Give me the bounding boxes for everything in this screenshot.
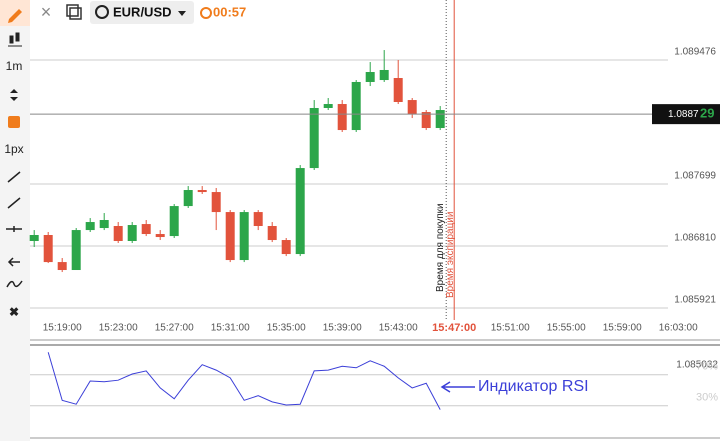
interval[interactable]: 1m bbox=[6, 59, 23, 73]
candle-body bbox=[197, 190, 207, 193]
candle-body bbox=[421, 112, 431, 129]
candle-body bbox=[435, 110, 445, 129]
x-tick-label: 15:31:00 bbox=[211, 323, 250, 334]
symbol-select[interactable] bbox=[90, 1, 194, 24]
candle-body bbox=[71, 230, 81, 271]
timer: 00:57 bbox=[213, 4, 246, 19]
candles-icon[interactable] bbox=[8, 32, 22, 47]
candle-body bbox=[99, 220, 109, 229]
rsi-level-label: 30% bbox=[696, 392, 718, 404]
expiration-label: Время экспирации bbox=[445, 212, 456, 298]
candle-body bbox=[323, 104, 333, 108]
candle-body bbox=[365, 72, 375, 82]
candle-body bbox=[225, 212, 235, 261]
symbol[interactable]: EUR/USD bbox=[113, 4, 172, 19]
candle-body bbox=[127, 225, 137, 242]
candle-body bbox=[253, 212, 263, 227]
dropdown-arrow bbox=[178, 11, 186, 16]
candle-body bbox=[141, 224, 151, 235]
candle-body bbox=[309, 107, 319, 169]
y-tick-label: 1.086810 bbox=[674, 233, 716, 244]
countdown: 29 bbox=[700, 106, 714, 121]
candle-body bbox=[239, 212, 249, 261]
y-tick-label: 1.089476 bbox=[674, 47, 716, 58]
x-tick-label: 15:23:00 bbox=[99, 323, 138, 334]
x-tick-label: 15:47:00 bbox=[432, 322, 476, 334]
candle-body bbox=[295, 168, 305, 255]
sidebar bbox=[0, 0, 30, 441]
rsi-price-label: 1.085032 bbox=[676, 360, 718, 371]
rsi-label: Индикатор RSI bbox=[478, 378, 589, 395]
candle-body bbox=[351, 81, 361, 131]
x-tick-label: 15:51:00 bbox=[491, 323, 530, 334]
candle-body bbox=[113, 226, 123, 242]
candle-body bbox=[29, 235, 39, 242]
purchase-label: Время для покупки bbox=[435, 203, 446, 292]
candle-body bbox=[183, 190, 193, 207]
timer-icon bbox=[200, 7, 212, 19]
candle-body bbox=[155, 234, 165, 238]
candle-body bbox=[379, 69, 389, 81]
candle-body bbox=[169, 206, 179, 237]
x-tick-label: 15:27:00 bbox=[155, 323, 194, 334]
draw-tools[interactable] bbox=[6, 171, 23, 288]
x-tick-label: 15:55:00 bbox=[547, 323, 586, 334]
candle-body bbox=[85, 222, 95, 231]
pencil-icon[interactable] bbox=[8, 9, 22, 23]
updown-icon[interactable] bbox=[10, 89, 18, 101]
delete-tool[interactable]: ✖ bbox=[9, 305, 19, 319]
candle-body bbox=[337, 104, 347, 131]
line-width[interactable]: 1px bbox=[4, 142, 23, 156]
candle-body bbox=[407, 100, 417, 114]
rsi-level-label: 70% bbox=[696, 361, 718, 373]
candle-body bbox=[281, 240, 291, 255]
candle-body bbox=[57, 262, 67, 271]
x-tick-label: 16:03:00 bbox=[659, 323, 698, 334]
y-tick-label: 1.085921 bbox=[674, 295, 716, 306]
x-tick-label: 15:19:00 bbox=[43, 323, 82, 334]
candle-body bbox=[267, 226, 277, 241]
current-price-label: 1.0887 bbox=[668, 109, 699, 120]
candle-body bbox=[211, 192, 221, 213]
copy-icon[interactable] bbox=[66, 4, 82, 20]
close-button[interactable]: × bbox=[41, 2, 52, 22]
x-tick-label: 15:59:00 bbox=[603, 323, 642, 334]
x-tick-label: 15:35:00 bbox=[267, 323, 306, 334]
x-tick-label: 15:43:00 bbox=[379, 323, 418, 334]
x-tick-label: 15:39:00 bbox=[323, 323, 362, 334]
y-tick-label: 1.087699 bbox=[674, 171, 716, 182]
rsi-arrow bbox=[440, 381, 475, 393]
symbol-icon bbox=[95, 5, 109, 19]
candle-body bbox=[43, 235, 53, 263]
rsi-line bbox=[47, 352, 441, 410]
current-price-box bbox=[652, 104, 720, 125]
color-swatch[interactable] bbox=[8, 116, 20, 128]
candle-body bbox=[393, 78, 403, 102]
